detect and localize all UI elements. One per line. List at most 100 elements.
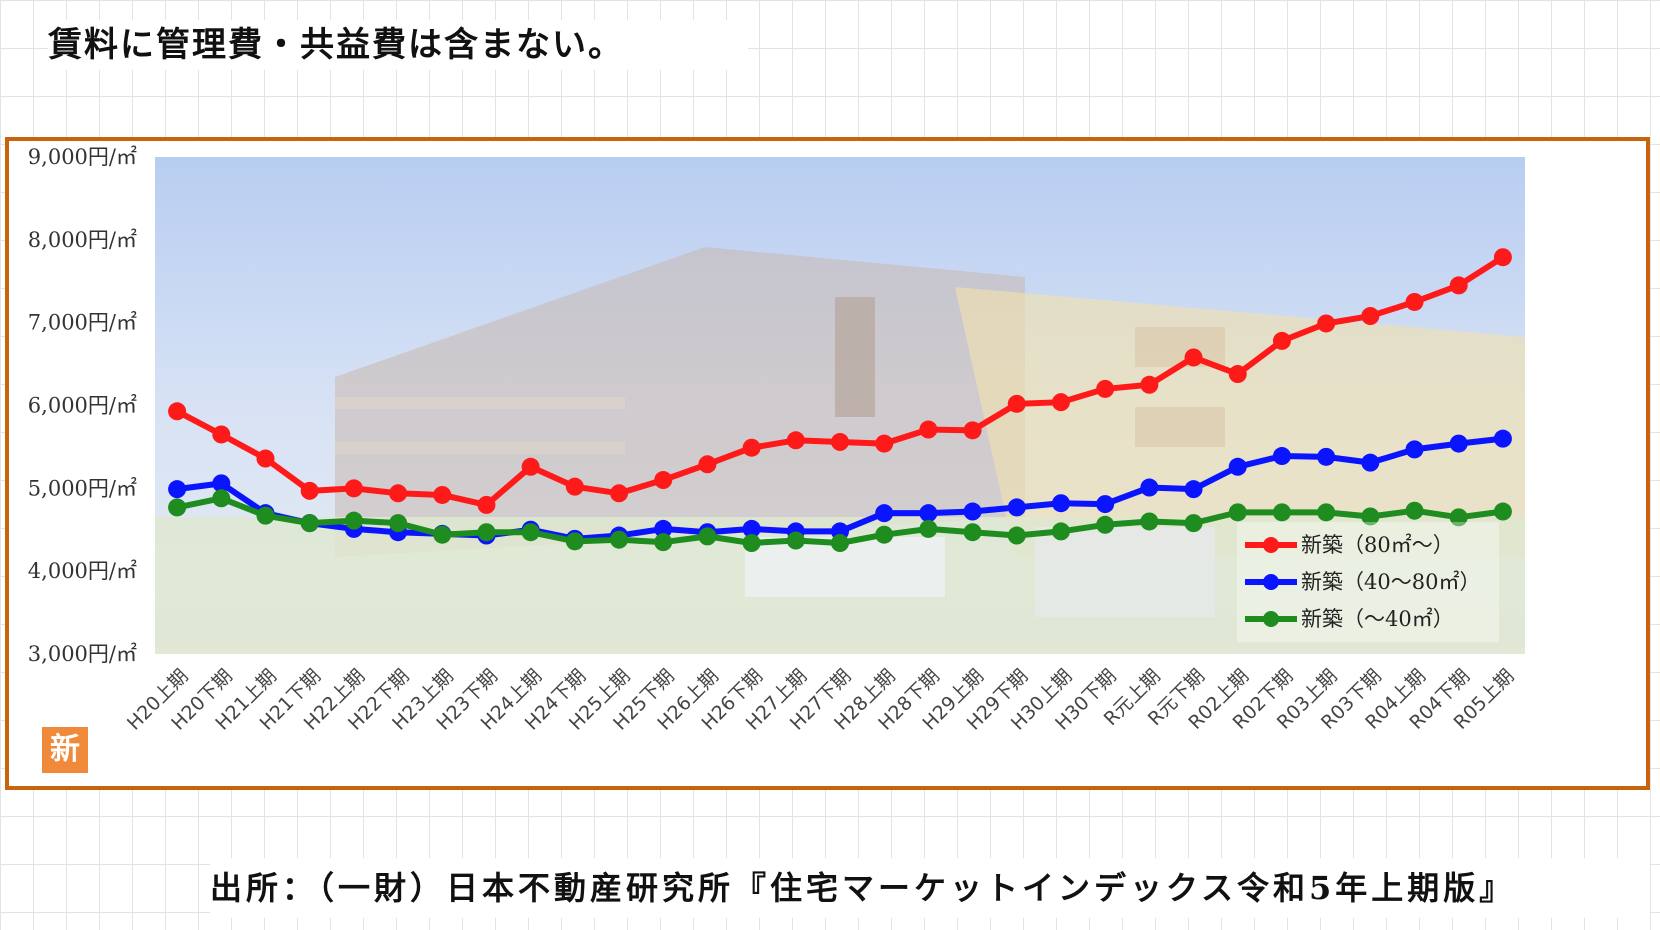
data-point	[565, 532, 584, 551]
data-point	[1405, 501, 1424, 520]
data-point	[1361, 307, 1380, 326]
data-point	[344, 479, 363, 498]
data-point	[1007, 394, 1026, 413]
data-point	[344, 511, 363, 530]
legend-label: 新築（40～80㎡）	[1301, 570, 1480, 594]
data-point	[1317, 503, 1336, 522]
legend-label: 新築（～40㎡）	[1301, 607, 1454, 631]
data-point	[433, 485, 452, 504]
data-point	[698, 455, 717, 474]
new-construction-badge: 新	[42, 727, 88, 773]
data-point	[1317, 447, 1336, 466]
data-point	[1007, 526, 1026, 545]
data-point	[1272, 447, 1291, 466]
data-point	[1184, 348, 1203, 367]
data-point	[1405, 292, 1424, 311]
data-point	[1096, 495, 1115, 514]
y-tick-label: 9,000円/㎡	[28, 145, 137, 169]
data-point	[963, 421, 982, 440]
data-point	[1096, 515, 1115, 534]
rent-note: 賃料に管理費・共益費は含まない。	[48, 20, 748, 70]
series-layer	[168, 248, 1512, 553]
rent-line-chart: 3,000円/㎡ 4,000円/㎡ 5,000円/㎡ 6,000円/㎡ 7,000円/㎡…	[28, 145, 1525, 735]
plot-background	[155, 157, 1525, 654]
data-point	[168, 480, 187, 499]
data-point	[433, 525, 452, 544]
series-3	[168, 489, 1512, 553]
data-point	[610, 484, 629, 503]
data-point	[212, 425, 231, 444]
legend-item: 新築（～40㎡）	[1245, 607, 1454, 631]
legend: 新築（80㎡～） 新築（40～80㎡） 新築（～40㎡）	[1237, 522, 1499, 642]
data-point	[521, 457, 540, 476]
data-point	[1051, 494, 1070, 513]
data-point	[477, 523, 496, 542]
data-point	[654, 519, 673, 538]
y-tick-label: 4,000円/㎡	[28, 559, 137, 583]
data-point	[1007, 498, 1026, 517]
data-point	[1449, 508, 1468, 527]
data-point	[1228, 365, 1247, 384]
data-point	[1493, 248, 1512, 267]
y-axis-ticks: 3,000円/㎡ 4,000円/㎡ 5,000円/㎡ 6,000円/㎡ 7,000円/㎡…	[28, 145, 137, 666]
data-point	[1096, 379, 1115, 398]
data-point	[1405, 440, 1424, 459]
data-point	[742, 534, 761, 553]
y-tick-label: 7,000円/㎡	[28, 311, 137, 335]
x-axis-ticks: H20上期H20下期H21上期H21下期H22上期H22下期H23上期H23下期…	[123, 665, 1518, 735]
data-point	[256, 449, 275, 468]
source-citation: 出所：（一財）日本不動産研究所『住宅マーケットインデックス令和5年上期版』	[210, 858, 1650, 918]
data-point	[875, 504, 894, 523]
data-point	[212, 489, 231, 508]
data-point	[1317, 314, 1336, 333]
data-point	[477, 495, 496, 514]
data-point	[742, 519, 761, 538]
y-tick-label: 5,000円/㎡	[28, 476, 137, 500]
data-point	[1228, 503, 1247, 522]
data-point	[1361, 453, 1380, 472]
legend-swatch-marker	[1263, 574, 1279, 590]
data-point	[654, 471, 673, 490]
data-point	[654, 533, 673, 552]
data-point	[1140, 512, 1159, 531]
data-point	[565, 477, 584, 496]
data-point	[1272, 331, 1291, 350]
data-point	[212, 474, 231, 493]
data-point	[1449, 276, 1468, 295]
data-point	[168, 498, 187, 517]
data-point	[786, 531, 805, 550]
data-point	[300, 481, 319, 500]
y-tick-label: 8,000円/㎡	[28, 228, 137, 252]
data-point	[963, 502, 982, 521]
data-point	[1184, 514, 1203, 533]
data-point	[1493, 502, 1512, 521]
data-point	[256, 506, 275, 525]
data-point	[610, 530, 629, 549]
data-point	[389, 514, 408, 533]
data-point	[786, 431, 805, 450]
data-point	[1184, 480, 1203, 499]
y-tick-label: 3,000円/㎡	[28, 642, 137, 666]
data-point	[521, 523, 540, 542]
data-point	[1051, 522, 1070, 541]
data-point	[919, 420, 938, 439]
data-point	[1228, 457, 1247, 476]
data-point	[389, 484, 408, 503]
data-point	[1361, 507, 1380, 526]
series-1	[168, 248, 1512, 514]
data-point	[919, 504, 938, 523]
legend-item: 新築（80㎡～）	[1245, 533, 1454, 557]
y-tick-label: 6,000円/㎡	[28, 394, 137, 418]
data-point	[698, 527, 717, 546]
data-point	[1051, 393, 1070, 412]
data-point	[1449, 434, 1468, 453]
data-point	[831, 432, 849, 451]
data-point	[1272, 503, 1291, 522]
data-point	[1140, 478, 1159, 497]
data-point	[831, 534, 849, 553]
data-point	[168, 402, 187, 421]
data-point	[1493, 429, 1512, 448]
legend-swatch-marker	[1263, 611, 1279, 627]
data-point	[875, 525, 894, 544]
legend-swatch-marker	[1263, 537, 1279, 553]
